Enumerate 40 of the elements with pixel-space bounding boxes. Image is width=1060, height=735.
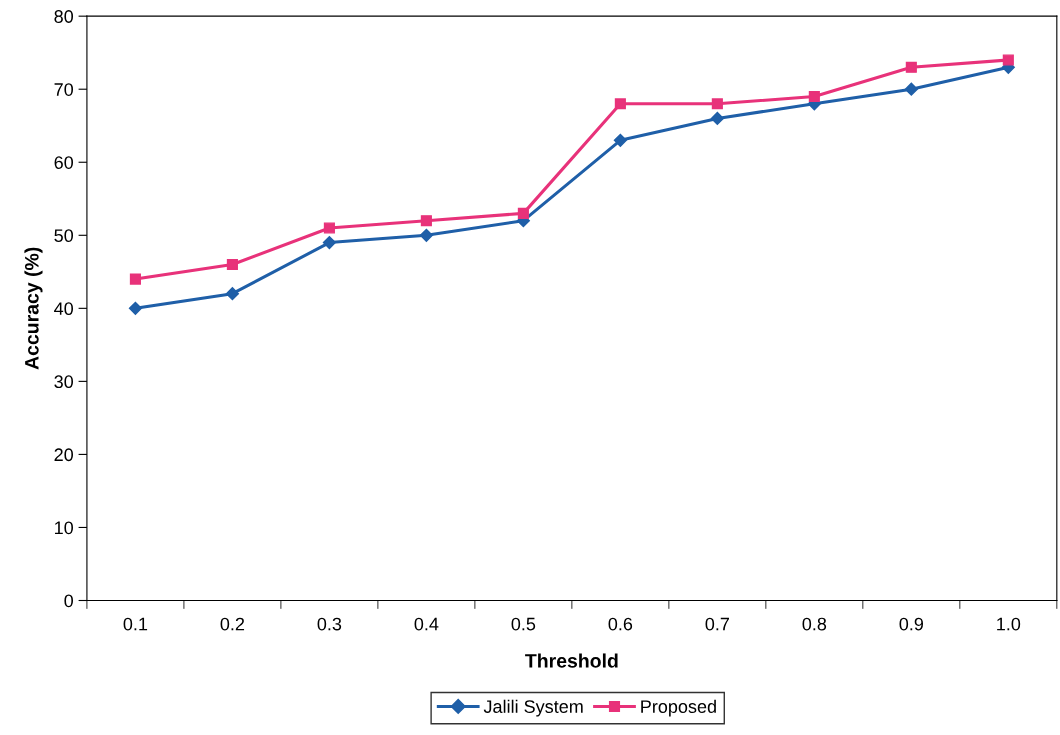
y-tick-label: 40 [54, 302, 74, 316]
y-tick-label: 10 [55, 521, 74, 535]
point [128, 301, 143, 315]
legend-label: Proposed [641, 699, 716, 717]
x-tick-label: 0.9 [899, 617, 924, 631]
point [905, 61, 917, 73]
point [613, 133, 627, 147]
point [420, 215, 432, 227]
point [710, 111, 724, 126]
point [614, 98, 626, 110]
y-axis-title: Accuracy (%) [24, 247, 43, 370]
x-tick-label: 0.3 [317, 617, 342, 631]
x-tick-label: 0.2 [220, 617, 245, 631]
y-tick-label: 80 [54, 10, 74, 23]
y-tick-label: 30 [54, 375, 74, 389]
x-tick-label: 0.6 [608, 617, 633, 631]
x-tick-label: 0.1 [123, 617, 148, 631]
y-tick-label: 60 [54, 156, 74, 169]
x-axis-title: Threshold [525, 653, 618, 668]
x-tick-label: 0.4 [414, 617, 439, 631]
x-tick-label: 0.7 [705, 617, 729, 631]
y-tick-label: 20 [54, 448, 74, 462]
y-tick-label: 0 [64, 594, 74, 608]
y-tick-label: 50 [54, 229, 74, 243]
point [808, 90, 820, 103]
point [711, 98, 723, 110]
point [517, 207, 529, 219]
point [129, 273, 141, 285]
x-tick-label: 0.8 [802, 617, 827, 631]
point [904, 82, 918, 96]
x-tick-label: 1.0 [997, 617, 1021, 631]
point [225, 287, 239, 301]
point [226, 258, 238, 271]
point [1002, 54, 1014, 66]
y-tick-label: 70 [54, 83, 74, 96]
point [323, 222, 335, 234]
legend-label: Jalili System [483, 699, 583, 717]
point [419, 228, 433, 242]
point [322, 236, 336, 250]
x-tick-label: 0.5 [511, 617, 536, 631]
